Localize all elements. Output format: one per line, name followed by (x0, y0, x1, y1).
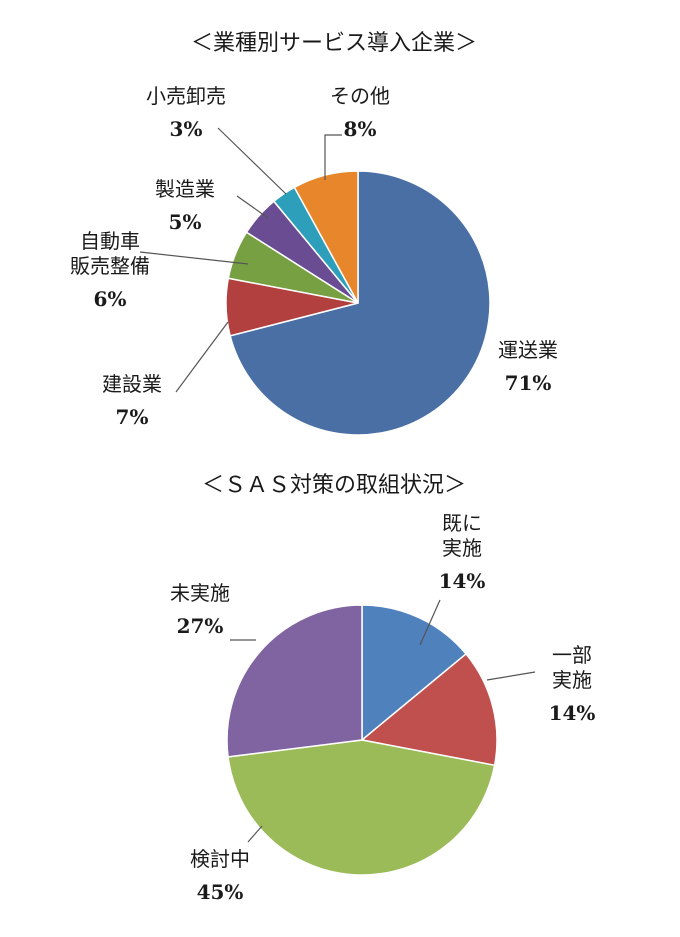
slice-label-0-5-0: その他 (330, 84, 390, 108)
industry-chart-title: ＜業種別サービス導入企業＞ (191, 31, 477, 56)
slice-label-1-1-0: 一部 (552, 643, 592, 667)
pie-slice-1-2 (227, 739, 496, 876)
slice-value-label-0-0: 71% (505, 371, 552, 395)
slice-label-0-2-1: 販売整備 (70, 254, 150, 278)
slice-value-label-1-3: 27% (177, 614, 224, 638)
pie-slice-1-1 (360, 652, 498, 767)
leader-line-0-5 (324, 134, 342, 180)
slice-value-label-1-1: 14% (549, 701, 596, 725)
slice-label-1-0-1: 実施 (442, 536, 482, 560)
slice-value-label-0-5: 8% (344, 117, 377, 141)
leader-line-0-3 (236, 195, 269, 219)
leader-line-1-0 (419, 599, 441, 646)
slice-label-1-1-1: 実施 (552, 668, 592, 692)
slice-label-0-3-0: 製造業 (155, 177, 215, 201)
leader-line-1-1 (486, 671, 536, 681)
slice-label-0-0-0: 運送業 (498, 338, 558, 362)
sas-chart-title: ＜ＳＡＳ対策の取組状況＞ (202, 473, 466, 498)
slice-value-label-1-0: 14% (439, 569, 486, 593)
slice-label-1-3-0: 未実施 (170, 581, 230, 605)
leader-line-0-1 (175, 321, 229, 393)
pie-slice-0-0 (229, 170, 491, 436)
leader-line-0-4 (217, 127, 287, 195)
slice-label-1-2-0: 検討中 (190, 847, 250, 871)
leader-line-0-2 (139, 251, 249, 265)
slice-value-label-0-2: 6% (94, 287, 127, 311)
pie-slice-1-0 (361, 604, 468, 742)
leader-line-1-2 (247, 825, 263, 843)
slice-label-0-4-0: 小売卸売 (146, 84, 226, 108)
slice-value-label-0-3: 5% (169, 210, 202, 234)
slice-value-label-0-4: 3% (170, 117, 203, 141)
pie-slice-1-3 (226, 604, 363, 758)
slice-label-1-0-0: 既に (442, 511, 482, 535)
slice-value-label-0-1: 7% (116, 405, 149, 429)
slice-label-0-2-0: 自動車 (80, 229, 140, 253)
slice-value-label-1-2: 45% (197, 880, 244, 904)
slice-label-0-1-0: 建設業 (102, 372, 162, 396)
